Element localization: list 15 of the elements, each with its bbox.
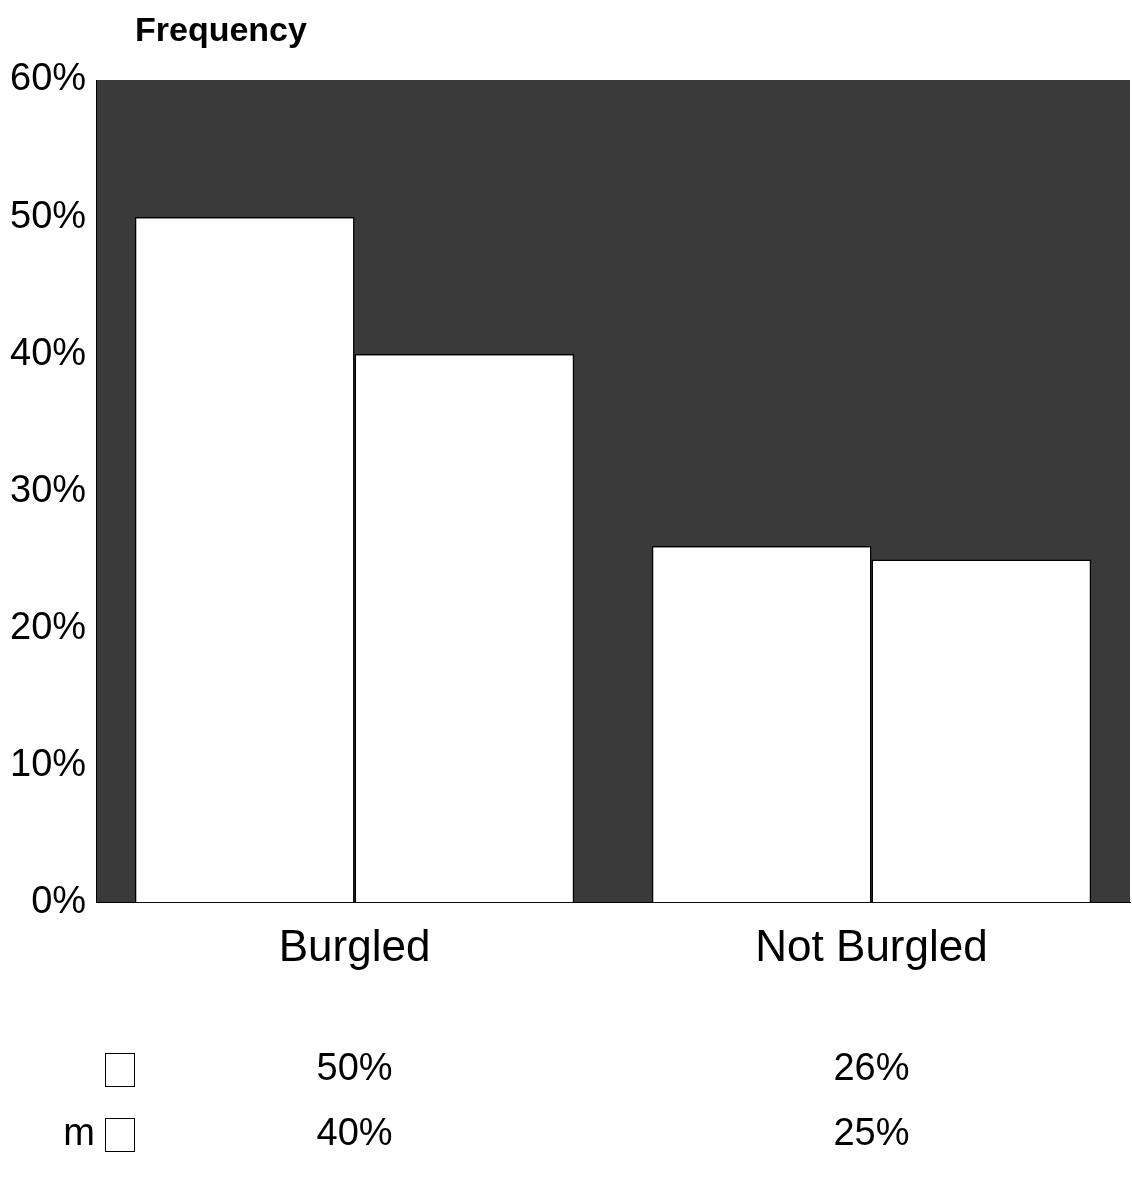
y-axis-title: Frequency [135, 10, 308, 49]
legend-label: m [63, 1111, 95, 1154]
x-tick-label: Burgled [278, 920, 431, 970]
y-tick-label: 10% [9, 741, 87, 784]
y-tick-label: 40% [9, 330, 87, 373]
y-tick-label: 60% [9, 56, 87, 99]
y-tick-label: 0% [31, 878, 87, 921]
x-tick-label: Not Burgled [755, 920, 988, 970]
data-label: 25% [833, 1111, 910, 1154]
data-label: 50% [316, 1046, 393, 1089]
data-label: 40% [316, 1111, 393, 1154]
data-label: 26% [833, 1046, 910, 1089]
y-tick-label: 30% [9, 467, 87, 510]
y-tick-label: 50% [9, 193, 87, 236]
y-tick-label: 20% [9, 604, 87, 647]
